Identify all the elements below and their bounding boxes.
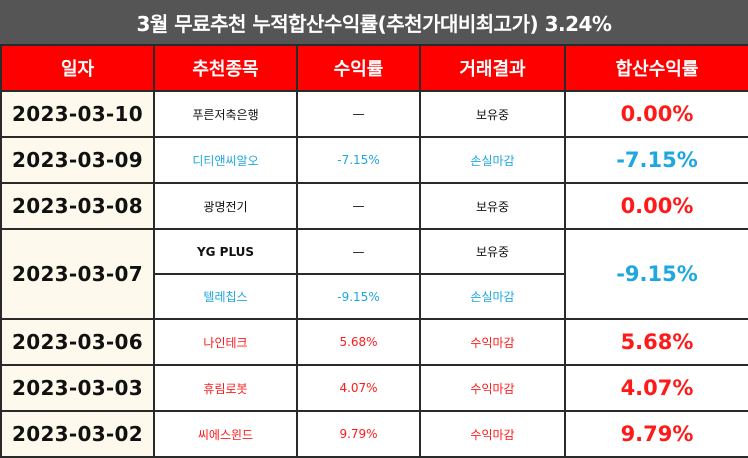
table-row: 2023-03-06 나인테크 5.68% 수익마감 5.68% xyxy=(0,318,748,366)
table-row: 2023-03-02 씨에스윈드 9.79% 수익마감 9.79% xyxy=(0,410,748,458)
row-result: 수익마감 xyxy=(419,364,566,412)
row-result: 손실마감 xyxy=(419,136,566,184)
row-total: 5.68% xyxy=(564,318,748,366)
row-result: 보유중 xyxy=(419,90,566,138)
row-total: -9.15% xyxy=(564,228,748,320)
row-stock: YG PLUS xyxy=(153,228,298,275)
row-return: -9.15% xyxy=(296,273,421,320)
row-date: 2023-03-10 xyxy=(0,90,155,138)
row-return: 4.07% xyxy=(296,364,421,412)
row-stock: 나인테크 xyxy=(153,318,298,366)
row-date: 2023-03-09 xyxy=(0,136,155,184)
row-date: 2023-03-06 xyxy=(0,318,155,366)
row-total: 4.07% xyxy=(564,364,748,412)
row-stock: 텔레칩스 xyxy=(153,273,298,320)
row-return: — xyxy=(296,228,421,275)
row-stock: 휴림로봇 xyxy=(153,364,298,412)
table-row: 2023-03-10 푸른저축은행 — 보유중 0.00% xyxy=(0,90,748,138)
table-row: 2023-03-09 디티앤씨알오 -7.15% 손실마감 -7.15% xyxy=(0,136,748,184)
table-row: 텔레칩스 -9.15% 손실마감 xyxy=(1,273,748,320)
header-date: 일자 xyxy=(0,44,155,92)
row-date: 2023-03-08 xyxy=(0,182,155,230)
row-date: 2023-03-07 xyxy=(0,228,155,320)
row-total: 0.00% xyxy=(564,90,748,138)
row-result: 보유중 xyxy=(419,182,566,230)
row-result: 수익마감 xyxy=(419,318,566,366)
header-stock: 추천종목 xyxy=(153,44,298,92)
row-total: 9.79% xyxy=(564,410,748,458)
row-stock: 씨에스윈드 xyxy=(153,410,298,458)
row-stock: 광명전기 xyxy=(153,182,298,230)
row-total: -7.15% xyxy=(564,136,748,184)
row-return: — xyxy=(296,182,421,230)
header-total: 합산수익률 xyxy=(564,44,748,92)
page-title: 3월 무료추천 누적합산수익률(추천가대비최고가) 3.24% xyxy=(0,0,748,44)
header-result: 거래결과 xyxy=(419,44,566,92)
table-header-row: 일자 추천종목 수익률 거래결과 합산수익률 xyxy=(0,44,748,92)
row-total: 0.00% xyxy=(564,182,748,230)
row-date: 2023-03-02 xyxy=(0,410,155,458)
table-row: 2023-03-03 휴림로봇 4.07% 수익마감 4.07% xyxy=(0,364,748,412)
row-date: 2023-03-03 xyxy=(0,364,155,412)
row-return: — xyxy=(296,90,421,138)
recommendation-table: 일자 추천종목 수익률 거래결과 합산수익률 2023-03-10 푸른저축은행… xyxy=(0,44,748,458)
table-row: 2023-03-08 광명전기 — 보유중 0.00% xyxy=(0,182,748,230)
table-row: 2023-03-07 YG PLUS — 보유중 -9.15% xyxy=(0,228,748,320)
row-result: 보유중 xyxy=(419,228,566,275)
row-result: 수익마감 xyxy=(419,410,566,458)
header-return: 수익률 xyxy=(296,44,421,92)
row-return: 9.79% xyxy=(296,410,421,458)
row-stock: 디티앤씨알오 xyxy=(153,136,298,184)
row-return: 5.68% xyxy=(296,318,421,366)
row-return: -7.15% xyxy=(296,136,421,184)
row-result: 손실마감 xyxy=(419,273,566,320)
row-stock: 푸른저축은행 xyxy=(153,90,298,138)
